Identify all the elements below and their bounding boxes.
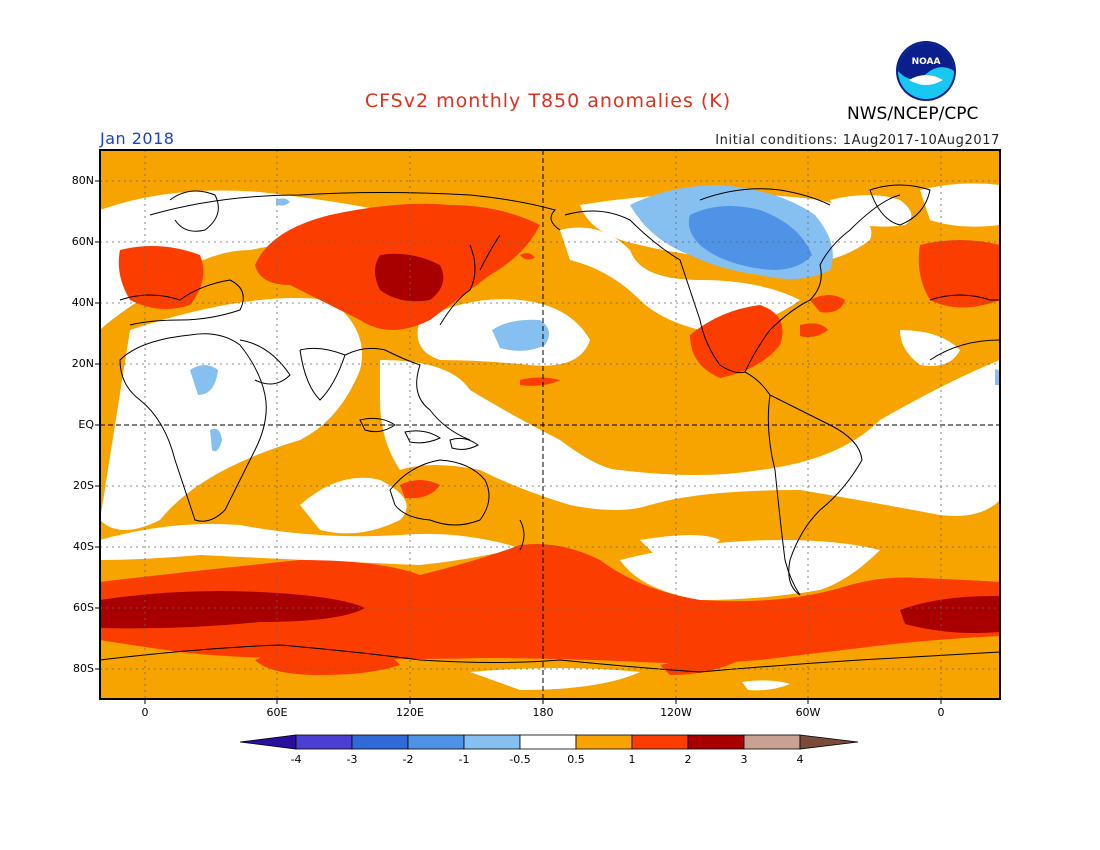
- svg-text:NOAA: NOAA: [912, 57, 941, 67]
- colorbar-cell: [519, 734, 577, 750]
- lon-label-180: 180: [532, 706, 554, 719]
- equator-dateline: [100, 150, 1000, 699]
- colorbar-cell: [463, 734, 521, 750]
- colorbar-label: -3: [346, 753, 358, 766]
- colorbar-cell: [351, 734, 409, 750]
- coastlines: [100, 184, 1000, 673]
- colorbar-label: 1: [628, 753, 636, 766]
- colorbar-cell: [295, 734, 353, 750]
- colorbar-label: -2: [402, 753, 414, 766]
- lon-label-0-right: 0: [937, 706, 945, 719]
- axis-ticks: [95, 180, 942, 704]
- colorbar-low-arrow: [239, 734, 297, 750]
- lat-label-20n: 20N: [71, 357, 94, 370]
- colorbar-label: 2: [684, 753, 692, 766]
- noaa-logo: NOAA: [896, 41, 956, 101]
- colorbar-label: 0.5: [567, 753, 585, 766]
- colorbar-label: -1: [458, 753, 470, 766]
- lat-label-60s: 60S: [73, 601, 94, 614]
- colorbar-label: 3: [740, 753, 748, 766]
- initial-conditions: Initial conditions: 1Aug2017-10Aug2017: [715, 133, 1000, 148]
- lat-label-40n: 40N: [71, 296, 94, 309]
- lat-label-60n: 60N: [71, 235, 94, 248]
- colorbar-cell: [743, 734, 801, 750]
- lat-label-40s: 40S: [73, 540, 94, 553]
- graticule: [100, 150, 1000, 699]
- lat-label-80n: 80N: [71, 174, 94, 187]
- colorbar-cell: [407, 734, 465, 750]
- valid-period: Jan 2018: [100, 129, 175, 148]
- map-title: CFSv2 monthly T850 anomalies (K): [364, 90, 732, 112]
- colorbar-label: -4: [290, 753, 302, 766]
- colorbar: [239, 734, 859, 750]
- lon-label-120e: 120E: [396, 706, 424, 719]
- lat-label-80s: 80S: [73, 662, 94, 675]
- lon-label-0: 0: [141, 706, 149, 719]
- colorbar-label: -0.5: [509, 753, 531, 766]
- colorbar-cell: [631, 734, 689, 750]
- agency-label: NWS/NCEP/CPC: [847, 104, 979, 124]
- colorbar-high-arrow: [799, 734, 859, 750]
- lat-label-20s: 20S: [73, 479, 94, 492]
- lon-label-60e: 60E: [266, 706, 288, 719]
- colorbar-cell: [687, 734, 745, 750]
- lat-label-eq: EQ: [78, 418, 94, 431]
- lon-label-60w: 60W: [795, 706, 821, 719]
- colorbar-label: 4: [796, 753, 804, 766]
- colorbar-cell: [575, 734, 633, 750]
- lon-label-120w: 120W: [660, 706, 692, 719]
